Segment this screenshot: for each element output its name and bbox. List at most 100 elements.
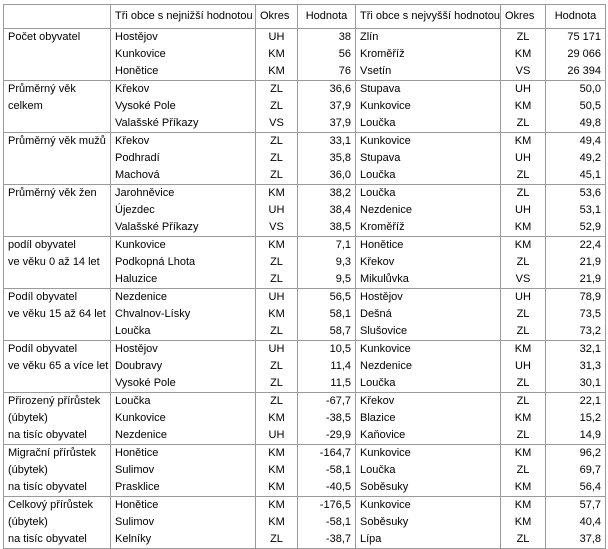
highest-value: 73,5	[545, 306, 606, 323]
highest-municipality: Dešná	[355, 306, 501, 323]
highest-district: UH	[500, 202, 546, 219]
lowest-value: 38	[297, 28, 356, 46]
table-row: Honětice KM 76 Vsetín VS 26 394	[3, 63, 606, 81]
table-row: (úbytek) Sulimov KM -58,1 Loučka ZL 69,7	[3, 462, 606, 479]
table-row: Celkový přírůstek Honětice KM -176,5 Kunkovi…	[3, 496, 606, 514]
highest-municipality: Slušovice	[355, 323, 501, 341]
highest-district: KM	[500, 479, 546, 497]
header-cell: Okres	[500, 4, 546, 29]
lowest-municipality: Podhradí	[110, 150, 256, 167]
highest-value: 73,2	[545, 323, 606, 341]
lowest-district: KM	[255, 444, 298, 462]
lowest-municipality: Nezdenice	[110, 427, 256, 445]
highest-municipality: Loučka	[355, 184, 501, 202]
highest-value: 29 066	[545, 46, 606, 63]
lowest-value: 56	[297, 46, 356, 63]
lowest-value: 33,1	[297, 132, 356, 150]
table-row: na tisíc obyvatel Nezdenice UH -29,9 Kaňovic…	[3, 427, 606, 445]
table-row: podíl obyvatel Kunkovice KM 7,1 Honětice KM 22…	[3, 236, 606, 254]
indicator-label: ve věku 65 a více let	[3, 358, 111, 375]
indicator-label: ve věku 15 až 64 let	[3, 306, 111, 323]
highest-district: KM	[500, 46, 546, 63]
highest-municipality: Loučka	[355, 115, 501, 133]
lowest-municipality: Honětice	[110, 444, 256, 462]
lowest-municipality: Sulimov	[110, 462, 256, 479]
lowest-municipality: Hostějov	[110, 28, 256, 46]
highest-municipality: Křekov	[355, 392, 501, 410]
data-table: Tři obce s nejnižší hodnotou Okres Hodnota…	[3, 4, 606, 549]
indicator-label	[3, 46, 111, 63]
lowest-district: KM	[255, 514, 298, 531]
lowest-value: 38,5	[297, 219, 356, 237]
table-row: Haluzice ZL 9,5 Mikulůvka VS 21,9	[3, 271, 606, 289]
table-row: Valašské Příkazy VS 37,9 Loučka ZL 49,8	[3, 115, 606, 133]
lowest-district: ZL	[255, 167, 298, 185]
highest-municipality: Loučka	[355, 167, 501, 185]
highest-municipality: Stupava	[355, 80, 501, 98]
highest-district: ZL	[500, 167, 546, 185]
highest-district: KM	[500, 219, 546, 237]
table-row: ve věku 15 až 64 let Chvalnov-Lísky KM 58,1…	[3, 306, 606, 323]
indicator-label: (úbytek)	[3, 462, 111, 479]
highest-value: 78,9	[545, 288, 606, 306]
highest-value: 57,7	[545, 496, 606, 514]
highest-municipality: Blazice	[355, 410, 501, 427]
lowest-value: -164,7	[297, 444, 356, 462]
indicator-label	[3, 323, 111, 341]
lowest-municipality: Nezdenice	[110, 288, 256, 306]
highest-municipality: Soběsuky	[355, 479, 501, 497]
highest-value: 40,4	[545, 514, 606, 531]
lowest-value: -58,1	[297, 462, 356, 479]
highest-municipality: Kunkovice	[355, 340, 501, 358]
highest-district: ZL	[500, 28, 546, 46]
table-row: Průměrný věk Křekov ZL 36,6 Stupava UH 50,0	[3, 80, 606, 98]
table-row: Migrační přírůstek Honětice KM -164,7 Kunkov…	[3, 444, 606, 462]
table-row: Kunkovice KM 56 Kroměříž KM 29 066	[3, 46, 606, 63]
highest-municipality: Nezdenice	[355, 202, 501, 219]
table-row: Tři obce s nejnižší hodnotou Okres Hodnota…	[3, 4, 606, 29]
lowest-municipality: Haluzice	[110, 271, 256, 289]
lowest-municipality: Hostějov	[110, 340, 256, 358]
lowest-district: ZL	[255, 323, 298, 341]
indicator-label	[3, 219, 111, 237]
lowest-district: ZL	[255, 98, 298, 115]
lowest-district: UH	[255, 288, 298, 306]
lowest-value: 76	[297, 63, 356, 81]
lowest-value: -38,5	[297, 410, 356, 427]
lowest-district: KM	[255, 184, 298, 202]
highest-municipality: Honětice	[355, 236, 501, 254]
highest-district: ZL	[500, 254, 546, 271]
highest-municipality: Vsetín	[355, 63, 501, 81]
table-row: Újezdec UH 38,4 Nezdenice UH 53,1	[3, 202, 606, 219]
highest-value: 32,1	[545, 340, 606, 358]
lowest-municipality: Sulimov	[110, 514, 256, 531]
highest-district: ZL	[500, 184, 546, 202]
lowest-municipality: Doubravy	[110, 358, 256, 375]
lowest-municipality: Jarohněvice	[110, 184, 256, 202]
lowest-value: 35,8	[297, 150, 356, 167]
indicator-label: Podíl obyvatel	[3, 340, 111, 358]
lowest-value: 9,5	[297, 271, 356, 289]
highest-municipality: Stupava	[355, 150, 501, 167]
table-row: Průměrný věk mužů Křekov ZL 33,1 Kunkovice KM…	[3, 132, 606, 150]
table-row: Loučka ZL 58,7 Slušovice ZL 73,2	[3, 323, 606, 341]
indicator-label	[3, 150, 111, 167]
lowest-district: KM	[255, 462, 298, 479]
table-row: Počet obyvatel Hostějov UH 38 Zlín ZL 75 171	[3, 28, 606, 46]
lowest-value: 37,9	[297, 98, 356, 115]
highest-district: ZL	[500, 323, 546, 341]
highest-value: 14,9	[545, 427, 606, 445]
lowest-value: 38,4	[297, 202, 356, 219]
indicator-label: Průměrný věk žen	[3, 184, 111, 202]
highest-value: 49,2	[545, 150, 606, 167]
highest-district: KM	[500, 132, 546, 150]
highest-value: 52,9	[545, 219, 606, 237]
indicator-label: Průměrný věk mužů	[3, 132, 111, 150]
highest-district: ZL	[500, 115, 546, 133]
highest-district: VS	[500, 63, 546, 81]
lowest-municipality: Valašské Příkazy	[110, 115, 256, 133]
lowest-municipality: Prasklice	[110, 479, 256, 497]
highest-value: 69,7	[545, 462, 606, 479]
indicator-label: Průměrný věk	[3, 80, 111, 98]
